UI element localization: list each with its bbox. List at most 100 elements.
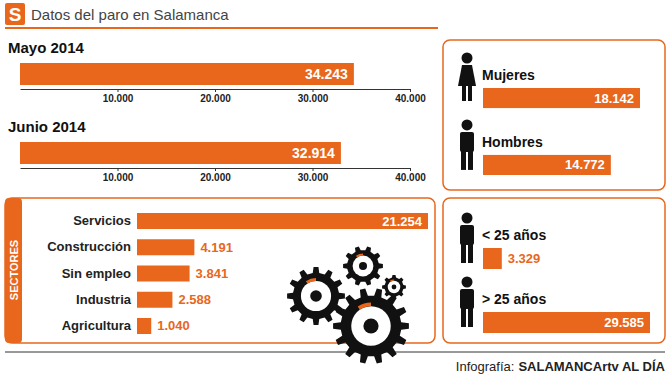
bar	[137, 318, 151, 334]
data-label: 32.914	[292, 145, 335, 161]
footer: Infografía:SALAMANCArtv AL DÍA	[456, 359, 666, 374]
bar	[483, 155, 611, 175]
tick: Servicios	[73, 213, 135, 228]
icon-head	[462, 119, 473, 130]
icon-head	[462, 53, 473, 64]
category-label: Mujeres	[482, 67, 535, 83]
title: Datos del paro en Salamanca	[31, 6, 229, 23]
chart: 10.00020.00030.00040.000Mayo 201434.243	[8, 39, 426, 104]
tick-label: 10.000	[103, 172, 134, 183]
panel-strip	[5, 198, 22, 343]
tick-mark	[410, 89, 411, 92]
gear-body	[333, 288, 409, 363]
icon-leg	[468, 85, 472, 101]
icon-body	[460, 225, 474, 245]
gear-accent	[356, 254, 363, 258]
gear-hub	[359, 262, 367, 270]
category-label: Hombres	[482, 134, 543, 150]
data-label: 2.588	[178, 292, 211, 307]
axis-line	[135, 214, 136, 335]
tick-label: 20.000	[200, 93, 231, 104]
person-icon	[460, 277, 474, 328]
gear	[333, 288, 409, 363]
logo-box	[5, 3, 25, 25]
gear-hole	[301, 281, 331, 311]
panel-sexo	[443, 40, 665, 190]
gear-body	[343, 246, 383, 285]
tick-label: 20.000	[200, 172, 231, 183]
tick-mark	[118, 89, 119, 92]
tick-mark	[313, 168, 314, 171]
tick-mark	[313, 89, 314, 92]
data-label: 4.191	[200, 240, 233, 255]
bars	[20, 63, 354, 85]
panel-sectores	[5, 198, 435, 343]
person-icon	[460, 119, 474, 170]
tick-label: 30.000	[298, 172, 329, 183]
footer-source: SALAMANCArtv AL DÍA	[518, 359, 665, 374]
icon-body	[460, 289, 474, 309]
icon-leg	[461, 151, 466, 170]
tick-label: 40.000	[395, 172, 426, 183]
data-label: 1.040	[157, 318, 190, 333]
bars	[20, 142, 341, 164]
tick: Agricultura	[62, 318, 135, 333]
icon-head	[462, 277, 473, 288]
gear-body	[382, 275, 406, 299]
header-rule	[5, 27, 438, 29]
chart-title: Mayo 2014	[8, 39, 85, 56]
category-label: < 25 años	[482, 227, 546, 243]
footer-label: Infografía:	[456, 359, 515, 374]
tick: Industria	[76, 292, 135, 307]
icon-leg	[468, 244, 473, 263]
icon-head	[462, 213, 473, 224]
category-label: Agricultura	[62, 318, 132, 333]
data-label: 3.329	[508, 251, 541, 266]
tick: 30.000	[298, 89, 329, 104]
tick-mark	[118, 168, 119, 171]
bar	[137, 239, 194, 255]
icon-body	[460, 132, 474, 152]
gear-hub	[310, 290, 322, 302]
gear-hole	[388, 281, 400, 293]
icon-leg	[461, 308, 466, 327]
icon-leg	[461, 244, 466, 263]
chart: MujeresHombres18.14214.772	[482, 67, 640, 175]
gear-accent	[306, 278, 316, 284]
chart-title: SECTORES	[8, 240, 20, 300]
bars	[483, 248, 650, 333]
footer-rule	[5, 352, 665, 353]
category-label: Industria	[76, 292, 132, 307]
gear	[382, 275, 406, 299]
icon-leg	[468, 308, 473, 327]
chart: 10.000 20.000 30.000 40.000 Junio 2014 32.914	[8, 118, 426, 183]
icon-leg	[468, 151, 473, 170]
tick-mark	[410, 168, 411, 171]
data-label: 3.841	[196, 266, 229, 281]
x-axis: 10.000 20.000 30.000 40.000	[21, 168, 427, 183]
bar	[20, 63, 354, 85]
person-icon	[458, 53, 476, 102]
bar	[483, 312, 650, 333]
tick: 40.000	[395, 168, 426, 183]
gear	[287, 267, 345, 325]
tick-mark	[215, 89, 216, 92]
chart-title: Junio 2014	[8, 118, 86, 135]
category-label: Sin empleo	[62, 266, 131, 281]
bars	[483, 88, 640, 175]
gear	[343, 246, 383, 285]
gear-hole	[351, 306, 391, 346]
bar	[20, 142, 341, 164]
data-label: 34.243	[305, 66, 348, 82]
gear-accent	[390, 280, 394, 282]
tick-mark	[215, 168, 216, 171]
tick: 20.000	[200, 89, 231, 104]
tick: 20.000	[200, 168, 231, 183]
data-label: 21.254	[382, 214, 423, 229]
panel-edad	[443, 198, 665, 343]
category-label: Construcción	[47, 239, 131, 254]
data-label: 18.142	[594, 91, 634, 106]
icon-body	[458, 65, 476, 86]
tick: 30.000	[298, 168, 329, 183]
chart: < 25 años> 25 años3.32929.585	[482, 227, 650, 333]
